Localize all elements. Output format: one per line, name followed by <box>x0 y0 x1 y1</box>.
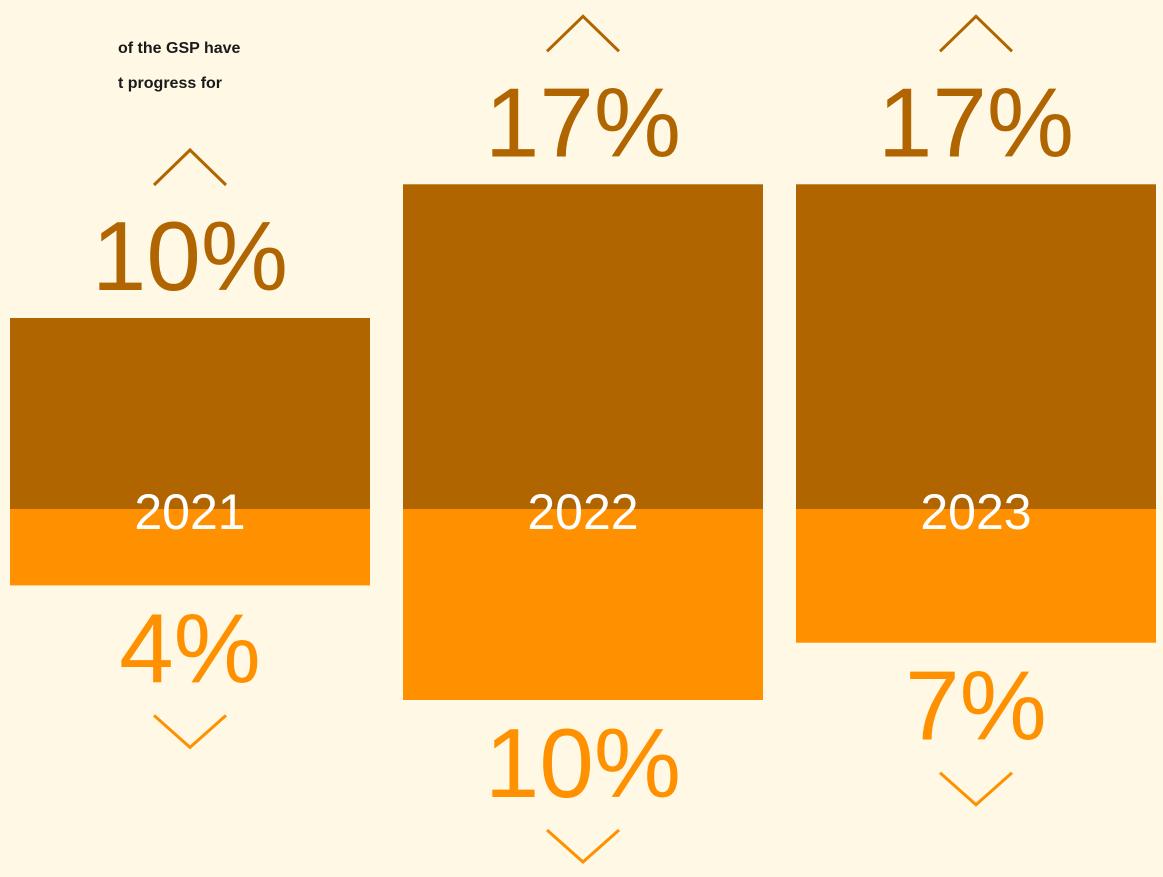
chevron-down <box>939 771 1013 807</box>
bar-up <box>403 184 763 510</box>
value-label-down: 4% <box>119 593 261 703</box>
bar-up <box>10 318 370 509</box>
bar-up <box>796 184 1156 510</box>
value-label-down: 10% <box>485 708 681 818</box>
bar-down <box>796 509 1156 643</box>
value-label-up: 10% <box>92 201 288 311</box>
bar-down <box>403 509 763 700</box>
chevron-up <box>938 14 1014 53</box>
chevron-down <box>546 828 620 865</box>
value-label-down: 7% <box>905 651 1047 761</box>
year-label: 2021 <box>134 484 245 540</box>
annotation-line: t progress for <box>118 75 222 92</box>
value-label-up: 17% <box>485 67 681 177</box>
chevron-up <box>545 14 621 53</box>
year-label: 2022 <box>527 484 638 540</box>
bar-down <box>10 509 370 586</box>
chevron-down <box>153 714 227 750</box>
annotation-line: of the GSP have <box>118 40 241 57</box>
year-label: 2023 <box>920 484 1031 540</box>
value-label-up: 17% <box>878 67 1074 177</box>
chevron-up <box>152 147 228 187</box>
